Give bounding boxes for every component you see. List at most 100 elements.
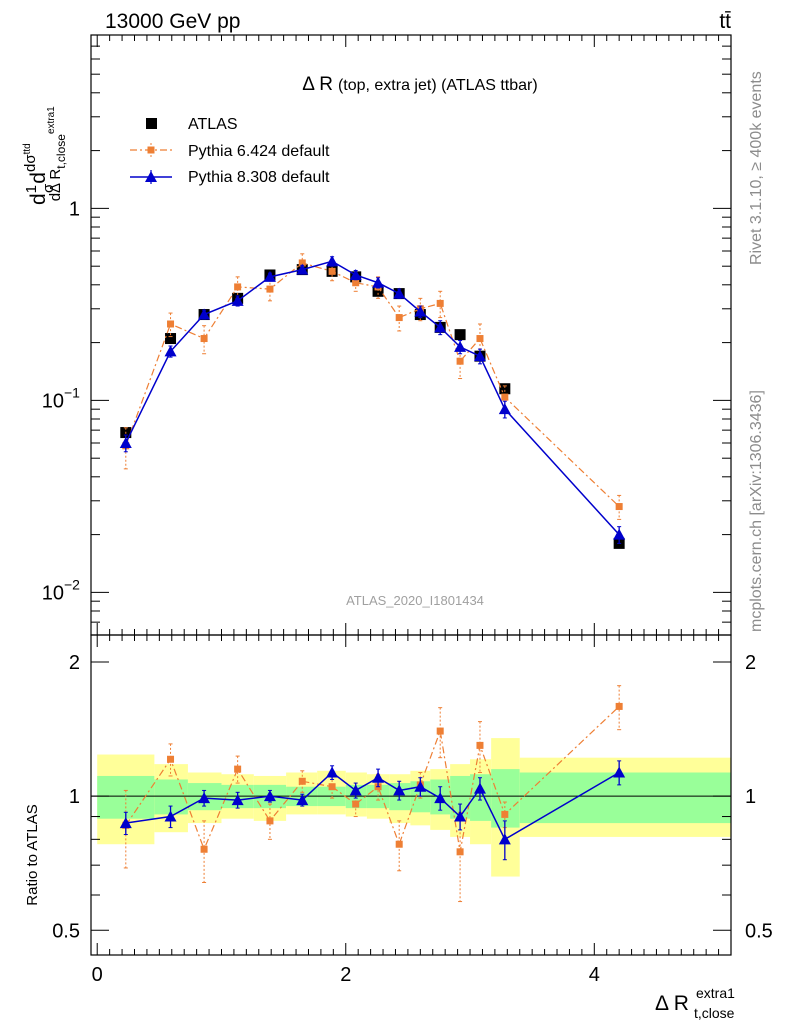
main-plot-panel: 110−110−2 xyxy=(42,34,732,636)
data-point xyxy=(231,794,244,806)
data-point xyxy=(456,848,464,856)
ratio-y-tick-label: 0.5 xyxy=(52,920,80,942)
data-point xyxy=(200,845,208,853)
legend-pythia8-label: Pythia 8.308 default xyxy=(188,169,330,186)
y-tick-label: 1 xyxy=(69,198,80,220)
legend-entry-pythia6: Pythia 6.424 default xyxy=(130,143,330,160)
data-point xyxy=(395,840,403,848)
data-point xyxy=(473,350,486,362)
legend-pythia6-label: Pythia 6.424 default xyxy=(188,143,330,160)
data-point xyxy=(613,528,626,540)
ratio-plot-panel: 0 2 4 0.5 0.5 1 1 2 2 xyxy=(52,634,773,986)
data-point xyxy=(434,792,447,804)
data-point xyxy=(613,766,626,778)
legend-pythia8-marker xyxy=(145,171,157,182)
data-point xyxy=(454,340,467,352)
legend-entry-atlas: ATLAS xyxy=(146,116,238,133)
data-point xyxy=(615,503,623,511)
svg-text:d1σddσttddΔ Rt,closeextra1: d1σddσttddΔ Rt,closeextra1 xyxy=(22,106,68,205)
y-tick-label: 10 xyxy=(42,390,64,412)
data-point xyxy=(434,321,447,333)
data-point xyxy=(167,755,175,763)
x-tick-label: 0 xyxy=(92,964,103,986)
y-tick-label-exponent: −1 xyxy=(64,384,80,400)
data-point xyxy=(393,784,406,796)
data-point xyxy=(349,268,362,280)
data-point xyxy=(326,255,339,267)
inner-band-bin xyxy=(450,775,471,819)
rivet-version-label: Rivet 3.1.10, ≥ 400k events xyxy=(748,71,765,265)
data-point xyxy=(352,279,360,287)
series-line xyxy=(125,260,620,536)
data-point xyxy=(476,335,484,343)
data-point xyxy=(454,329,466,341)
data-point xyxy=(328,783,336,791)
x-tick-label: 4 xyxy=(589,964,600,986)
ratio-y-tick-label-right: 1 xyxy=(745,786,756,808)
series-line xyxy=(125,771,620,841)
data-point xyxy=(615,702,623,710)
data-point xyxy=(326,766,339,778)
data-point xyxy=(393,287,406,299)
main-ylabel: d1σddσttddΔ Rt,closeextra1 xyxy=(22,106,68,205)
y-tick-label-exponent: −2 xyxy=(64,576,80,592)
data-point xyxy=(498,403,511,415)
data-point xyxy=(372,771,385,783)
data-point xyxy=(454,810,467,822)
inner-band-bin xyxy=(519,772,731,824)
data-point xyxy=(234,765,242,773)
data-point xyxy=(349,784,362,796)
uncertainty-bands xyxy=(97,738,731,877)
series-pythia6 xyxy=(122,253,623,520)
data-point xyxy=(231,294,244,306)
data-point xyxy=(296,794,309,806)
data-point xyxy=(456,357,464,365)
chart-title: Δ R (top, extra jet) (ATLAS ttbar) xyxy=(302,74,537,95)
series-line xyxy=(125,705,620,852)
data-point xyxy=(499,383,511,395)
data-point xyxy=(198,308,211,320)
data-point xyxy=(119,817,132,829)
ratio-y-tick-label: 2 xyxy=(69,652,80,674)
series-atlas xyxy=(120,264,625,549)
mcplots-label: mcplots.cern.ch [arXiv:1306.3436] xyxy=(748,390,765,632)
ratio-y-tick-label-right: 0.5 xyxy=(745,920,773,942)
main-plot-frame xyxy=(90,34,732,636)
series-pythia8 xyxy=(119,255,626,544)
data-point xyxy=(263,790,276,802)
data-point xyxy=(436,299,444,307)
chart-title-rest: (top, extra jet) (ATLAS ttbar) xyxy=(338,77,538,94)
data-point xyxy=(352,800,360,808)
x-axis-label-sup: extra1 xyxy=(696,985,735,1001)
ratio-y-tick-label-right: 2 xyxy=(745,652,756,674)
data-point xyxy=(200,335,208,343)
x-axis-label: Δ R t,close extra1 xyxy=(655,985,735,1021)
x-axis-label-sub: t,close xyxy=(694,1005,735,1021)
data-point xyxy=(372,276,385,288)
data-point xyxy=(298,259,306,267)
data-point xyxy=(298,777,306,785)
data-point xyxy=(328,267,336,275)
data-point xyxy=(395,314,403,322)
data-point xyxy=(501,393,509,401)
legend-pythia6-marker xyxy=(147,146,155,154)
legend-entry-pythia8: Pythia 8.308 default xyxy=(130,169,330,186)
data-point xyxy=(119,436,132,448)
data-point xyxy=(414,305,427,317)
energy-label: 13000 GeV pp xyxy=(105,10,240,33)
data-point xyxy=(266,817,274,825)
process-label: tt̄ xyxy=(719,10,731,33)
data-point xyxy=(501,810,509,818)
legend-atlas-label: ATLAS xyxy=(188,116,238,133)
data-point xyxy=(498,833,511,845)
legend: ATLAS Pythia 6.424 default Pythia 8.308 … xyxy=(130,116,330,186)
data-point xyxy=(164,810,177,822)
data-point xyxy=(167,320,175,328)
data-point xyxy=(263,270,276,282)
series-ratio-pythia6 xyxy=(122,685,623,903)
series-ratio-pythia8 xyxy=(119,760,626,861)
data-point xyxy=(473,782,486,794)
data-point xyxy=(296,263,309,275)
legend-atlas-marker xyxy=(146,118,157,129)
